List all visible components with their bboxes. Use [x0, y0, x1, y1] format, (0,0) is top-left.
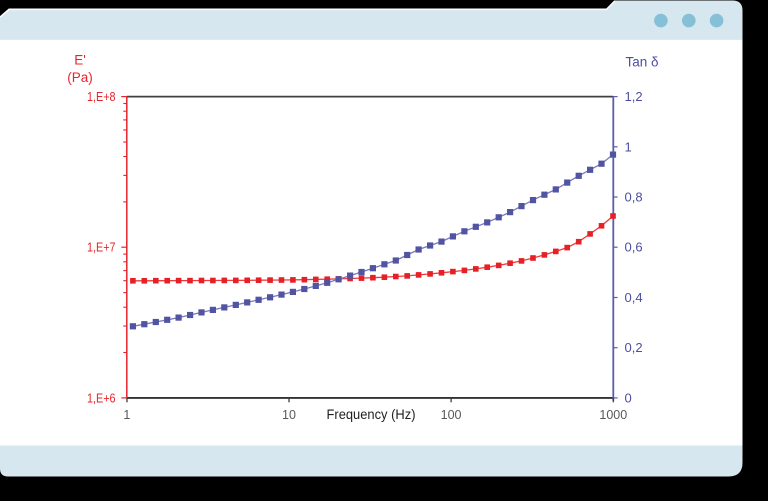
svg-text:1: 1: [625, 139, 632, 154]
svg-text:1,E+8: 1,E+8: [87, 89, 116, 104]
svg-text:1,E+6: 1,E+6: [87, 390, 116, 405]
svg-text:0,4: 0,4: [625, 290, 643, 305]
svg-text:0,6: 0,6: [625, 240, 643, 255]
svg-text:Tan δ: Tan δ: [625, 55, 658, 70]
svg-text:1: 1: [123, 408, 130, 422]
svg-text:0,8: 0,8: [625, 190, 643, 205]
svg-text:1,E+7: 1,E+7: [87, 240, 116, 255]
svg-text:10: 10: [282, 408, 296, 422]
svg-text:1,2: 1,2: [625, 89, 643, 104]
svg-text:0: 0: [625, 390, 632, 405]
svg-text:1000: 1000: [599, 408, 627, 422]
svg-text:E': E': [74, 53, 86, 68]
svg-text:0,2: 0,2: [625, 340, 643, 355]
svg-text:Frequency (Hz): Frequency (Hz): [327, 407, 416, 422]
svg-text:(Pa): (Pa): [67, 70, 93, 85]
svg-text:100: 100: [441, 408, 462, 422]
